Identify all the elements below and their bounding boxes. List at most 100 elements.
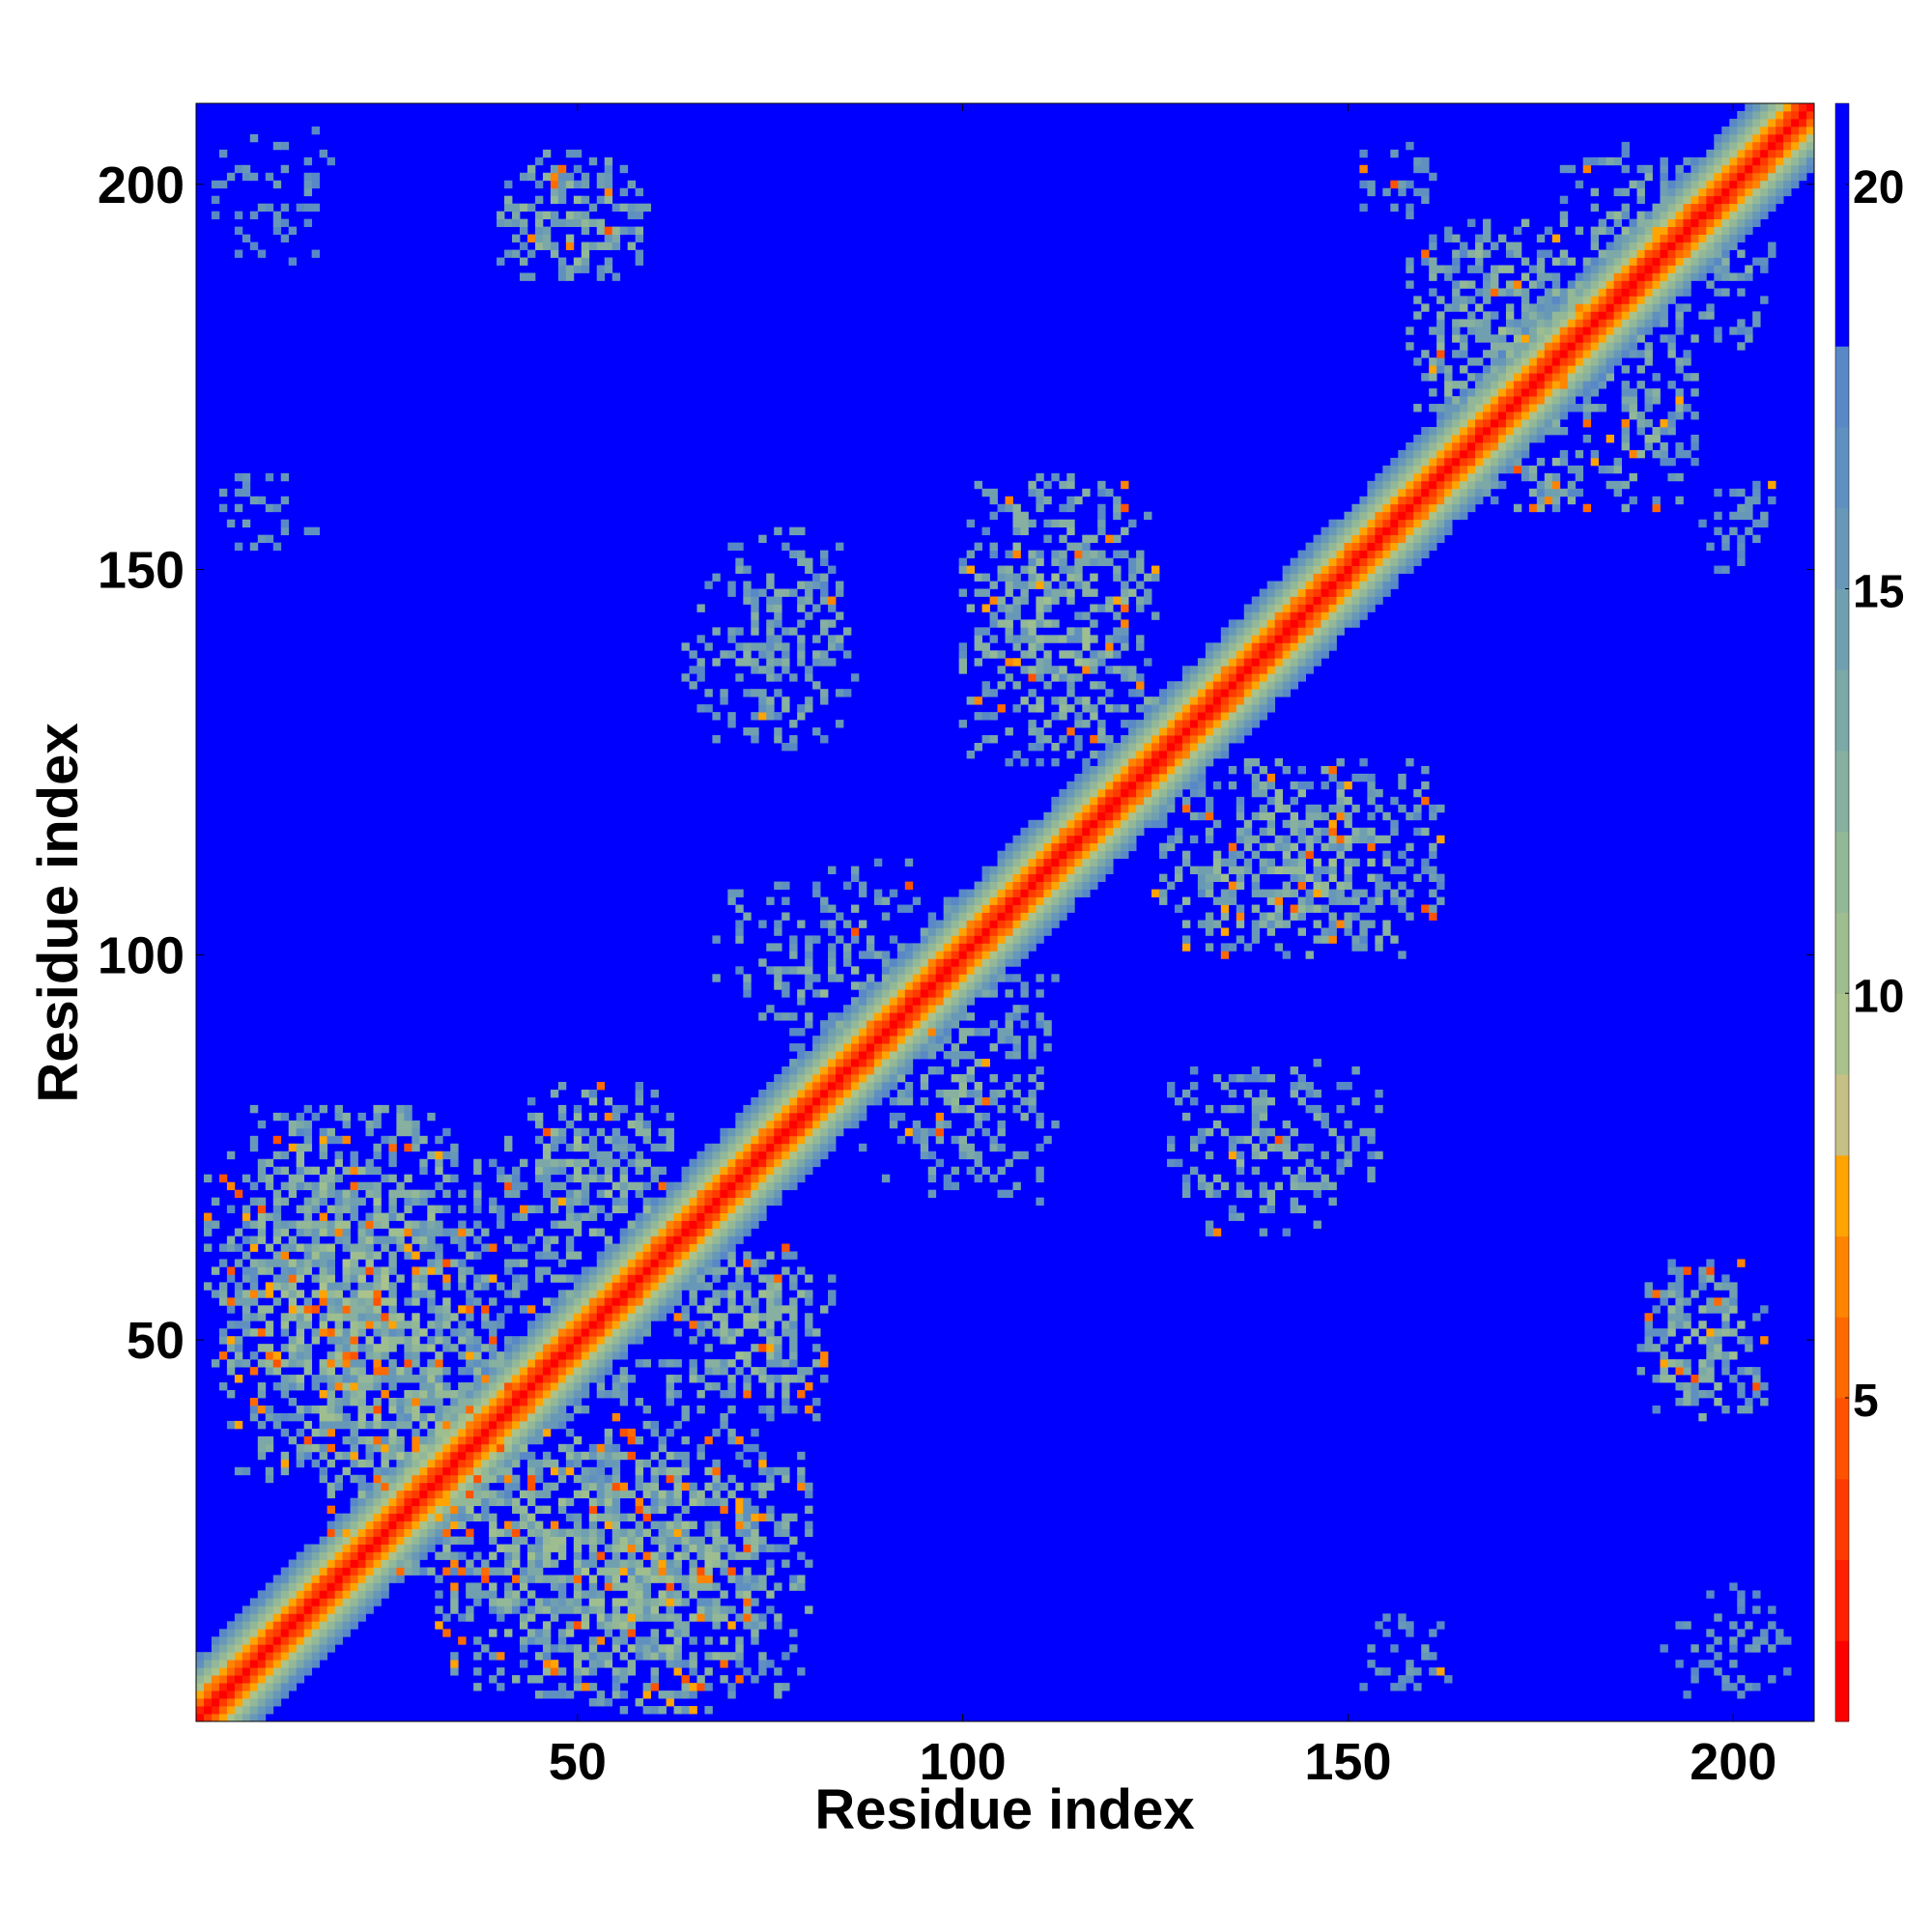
heatmap-cell (673, 1282, 682, 1291)
heatmap-cell (673, 1359, 682, 1368)
heatmap-cell (481, 1482, 490, 1492)
heatmap-cell (920, 1036, 929, 1044)
heatmap-cell (1259, 1151, 1268, 1160)
heatmap-cell (242, 1636, 251, 1645)
heatmap-cell (550, 1375, 559, 1383)
heatmap-cell (604, 1112, 613, 1122)
heatmap-cell (1074, 819, 1083, 829)
heatmap-cell (858, 881, 867, 890)
heatmap-cell (373, 1528, 382, 1537)
heatmap-cell (242, 1667, 251, 1676)
heatmap-cell (365, 1605, 374, 1614)
heatmap-cell (781, 1528, 790, 1537)
heatmap-cell (974, 1081, 982, 1091)
heatmap-cell (419, 1459, 428, 1468)
heatmap-cell (1097, 796, 1106, 806)
heatmap-cell (1282, 1166, 1292, 1176)
heatmap-cell (396, 1482, 405, 1492)
heatmap-cell (766, 1405, 775, 1414)
heatmap-cell (1051, 796, 1060, 806)
heatmap-cell (311, 1590, 321, 1599)
heatmap-cell (635, 1528, 644, 1537)
heatmap-cell (1321, 1112, 1329, 1122)
heatmap-cell (889, 1020, 898, 1029)
heatmap-cell (635, 1266, 644, 1275)
heatmap-cell (1367, 1644, 1376, 1653)
heatmap-cell (350, 1297, 358, 1306)
heatmap-cell (720, 1636, 728, 1645)
heatmap-cell (743, 1205, 752, 1213)
heatmap-cell (1197, 873, 1207, 882)
heatmap-cell (820, 1036, 829, 1044)
heatmap-cell (820, 1059, 829, 1067)
heatmap-cell (689, 1336, 697, 1345)
heatmap-cell (303, 1660, 313, 1668)
heatmap-cell (588, 1228, 598, 1236)
heatmap-cell (596, 1474, 606, 1484)
heatmap-cell (727, 1151, 736, 1160)
heatmap-cell (1282, 835, 1292, 844)
heatmap-cell (588, 1321, 598, 1329)
heatmap-cell (442, 1205, 451, 1213)
heatmap-cell (1205, 927, 1214, 936)
heatmap-cell (627, 1328, 637, 1337)
heatmap-cell (234, 1683, 243, 1691)
heatmap-cell (1036, 757, 1044, 767)
heatmap-cell (280, 1243, 290, 1252)
heatmap-cell (1167, 751, 1176, 759)
heatmap-cell (712, 1259, 721, 1267)
heatmap-cell (866, 1051, 875, 1060)
heatmap-cell (989, 912, 998, 921)
heatmap-cell (635, 1096, 644, 1106)
heatmap-cell (989, 935, 998, 944)
heatmap-cell (927, 1028, 937, 1037)
heatmap-cell (666, 1590, 674, 1599)
heatmap-cell (951, 896, 960, 905)
heatmap-cell (450, 1513, 459, 1522)
heatmap-cell (1082, 788, 1091, 798)
heatmap-cell (319, 1104, 327, 1114)
heatmap-cell (1251, 781, 1261, 790)
heatmap-cell (1243, 866, 1253, 875)
heatmap-cell (1005, 920, 1013, 928)
heatmap-cell (681, 1220, 690, 1229)
heatmap-cell (727, 1212, 736, 1221)
heatmap-cell (743, 1127, 752, 1137)
heatmap-cell (658, 1590, 667, 1599)
heatmap-cell (611, 1375, 621, 1383)
heatmap-cell (611, 1290, 621, 1298)
heatmap-cell (1367, 858, 1376, 867)
heatmap-cell (689, 1660, 697, 1668)
heatmap-cell (635, 1321, 644, 1329)
heatmap-cell (388, 1321, 397, 1329)
heatmap-cell (450, 1652, 459, 1661)
heatmap-cell (381, 1459, 389, 1468)
heatmap-cell (658, 1644, 667, 1653)
heatmap-cell (673, 1259, 682, 1267)
heatmap-cell (581, 1351, 590, 1360)
heatmap-cell (805, 1505, 813, 1515)
heatmap-cell (1020, 951, 1029, 959)
heatmap-cell (419, 1536, 428, 1545)
heatmap-cell (735, 1328, 744, 1337)
heatmap-cell (912, 1127, 922, 1137)
heatmap-cell (943, 1005, 952, 1013)
heatmap-cell (1082, 889, 1091, 897)
heatmap-cell (350, 1290, 358, 1298)
heatmap-cell (866, 974, 875, 982)
heatmap-cell (619, 1336, 629, 1345)
heatmap-cell (1121, 781, 1129, 790)
heatmap-cell (619, 1351, 629, 1360)
heatmap-cell (666, 1520, 674, 1529)
heatmap-cell (751, 1112, 759, 1122)
heatmap-cell (1012, 896, 1021, 905)
heatmap-cell (1367, 1660, 1376, 1668)
heatmap-cell (981, 981, 990, 990)
heatmap-cell (720, 1660, 728, 1668)
heatmap-cell (689, 1636, 697, 1645)
heatmap-cell (311, 1428, 321, 1437)
heatmap-cell (1706, 1367, 1715, 1376)
heatmap-cell (704, 1551, 721, 1560)
heatmap-cell (619, 1706, 629, 1715)
heatmap-cell (805, 1405, 813, 1414)
